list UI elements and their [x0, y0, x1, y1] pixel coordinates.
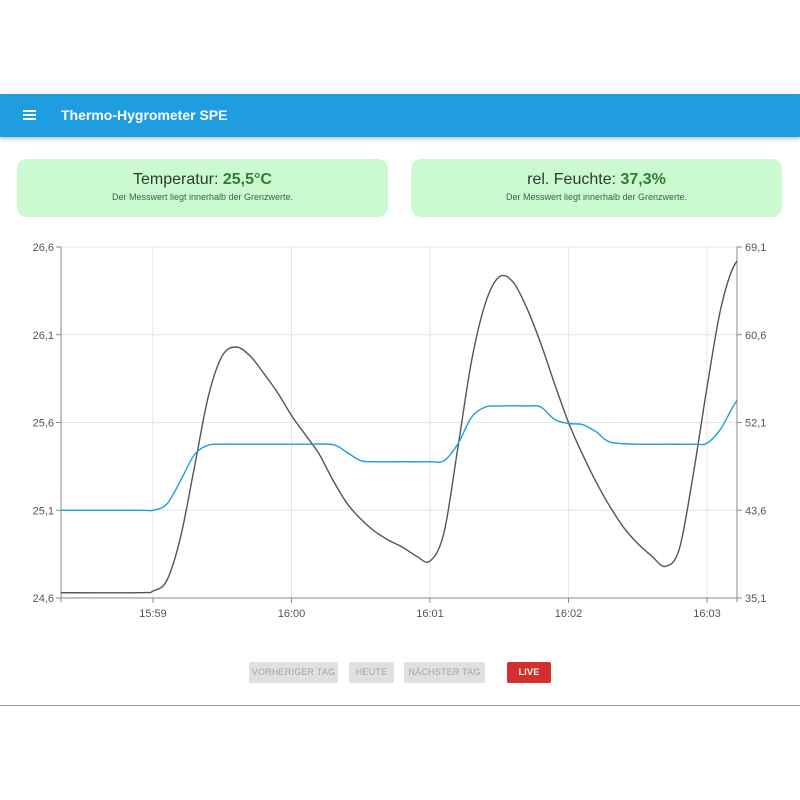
temperature-label: Temperatur:: [133, 171, 219, 188]
humidity-card: rel. Feuchte: 37,3% Der Messwert liegt i…: [411, 159, 782, 217]
y-left-tick-label: 25,1: [33, 505, 54, 517]
humidity-status: Der Messwert liegt innerhalb der Grenzwe…: [505, 192, 688, 202]
menu-icon[interactable]: [21, 107, 41, 125]
temperature-card: Temperatur: 25,5°C Der Messwert liegt in…: [17, 159, 388, 217]
y-left-tick-label: 24,6: [33, 593, 54, 605]
x-tick-label: 16:02: [555, 608, 583, 620]
previous-day-button[interactable]: VORHERIGER TAG: [249, 662, 338, 683]
next-day-button[interactable]: NÄCHSTER TAG: [404, 662, 485, 683]
y-right-tick-label: 69,1: [745, 242, 766, 254]
temperature-series-line: [61, 260, 737, 594]
x-tick-label: 16:00: [278, 608, 306, 620]
temperature-value: 25,5°C: [222, 171, 272, 188]
x-tick-label: 16:03: [693, 608, 721, 620]
temperature-status: Der Messwert liegt innerhalb der Grenzwe…: [111, 192, 294, 202]
humidity-readout: rel. Feuchte: 37,3%: [411, 171, 782, 189]
humidity-value: 37,3%: [620, 171, 666, 188]
day-navigation: VORHERIGER TAG HEUTE NÄCHSTER TAG LIVE: [0, 662, 800, 684]
humidity-label: rel. Feuchte:: [527, 171, 617, 188]
app-window: Thermo-Hygrometer SPE Temperatur: 25,5°C…: [0, 94, 800, 706]
y-left-tick-label: 26,1: [33, 330, 54, 342]
y-left-tick-label: 26,6: [33, 242, 54, 254]
y-right-tick-label: 43,6: [745, 505, 766, 517]
app-bar: Thermo-Hygrometer SPE: [0, 94, 800, 137]
y-right-tick-label: 52,1: [745, 418, 766, 430]
y-right-tick-label: 35,1: [745, 593, 766, 605]
humidity-series-line: [61, 399, 737, 512]
today-button[interactable]: HEUTE: [349, 662, 394, 683]
live-button[interactable]: LIVE: [507, 662, 551, 683]
x-tick-label: 16:01: [416, 608, 444, 620]
y-right-tick-label: 60,6: [745, 330, 766, 342]
x-tick-label: 15:59: [139, 608, 167, 620]
temperature-readout: Temperatur: 25,5°C: [17, 171, 388, 189]
line-chart: 24,6 25,1 25,6 26,1 26,6 35,1 43,6 52,1 60,6 69,1…: [33, 242, 767, 620]
app-title: Thermo-Hygrometer SPE: [61, 107, 228, 123]
y-left-tick-label: 25,6: [33, 418, 54, 430]
